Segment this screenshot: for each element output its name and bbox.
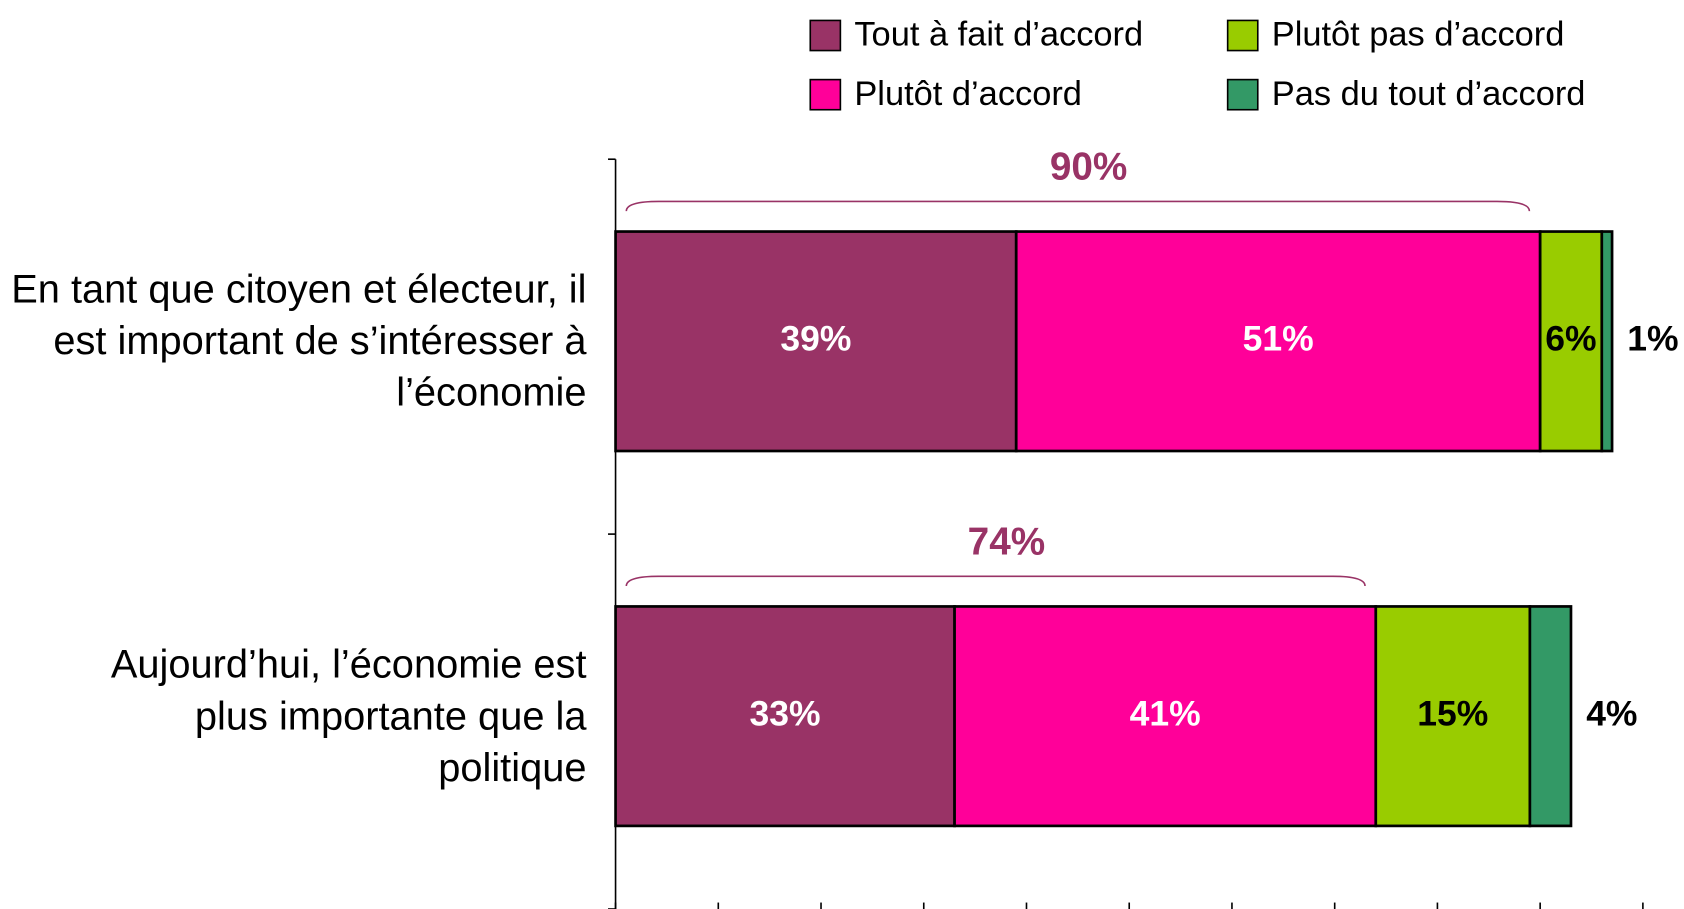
legend-label: Plutôt pas d’accord — [1272, 16, 1565, 54]
data-label: 41% — [1130, 694, 1201, 734]
annotation-label: 74% — [968, 520, 1046, 563]
bar-segment — [1528, 605, 1573, 828]
category-label: Aujourd’hui, l’économie est plus importa… — [110, 641, 587, 790]
legend-swatch — [809, 78, 842, 111]
bar-segment — [953, 605, 1378, 828]
data-label: 6% — [1545, 319, 1596, 359]
legend-label: Tout à fait d’accord — [854, 16, 1143, 54]
annotation-label: 90% — [1050, 145, 1128, 188]
data-label: 4% — [1586, 694, 1637, 734]
legend-label: Pas du tout d’accord — [1272, 75, 1586, 113]
data-label: 1% — [1627, 319, 1678, 359]
category-label-box: En tant que citoyen et électeur, il est … — [11, 267, 587, 415]
legend-label: Plutôt d’accord — [854, 75, 1082, 113]
data-label: 33% — [750, 694, 821, 734]
data-label: 39% — [780, 319, 851, 359]
bar-segment — [1600, 230, 1614, 453]
brace — [625, 200, 1531, 212]
category-label-box: Aujourd’hui, l’économie est plus importa… — [110, 641, 587, 790]
legend-swatch — [1226, 78, 1259, 111]
legend-swatch — [809, 19, 842, 52]
category-label: En tant que citoyen et électeur, il est … — [11, 267, 587, 415]
brace — [625, 575, 1366, 587]
bar-segment — [1374, 605, 1532, 828]
legend-swatch — [1226, 19, 1259, 52]
data-label: 51% — [1243, 319, 1314, 359]
data-label: 15% — [1417, 694, 1488, 734]
